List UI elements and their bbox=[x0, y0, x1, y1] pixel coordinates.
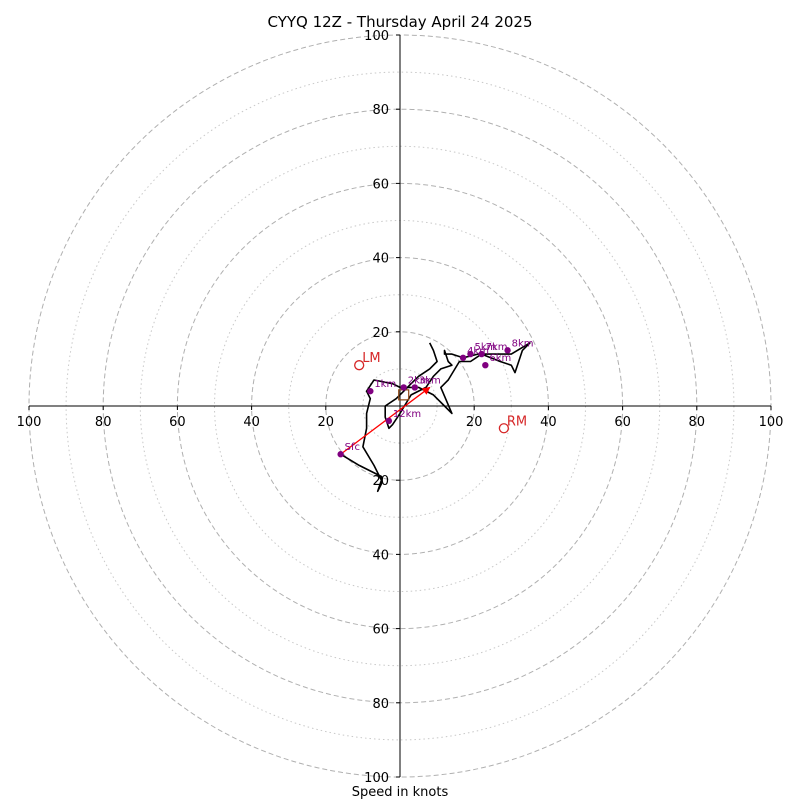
height-point-2km bbox=[400, 384, 407, 391]
height-point-7km bbox=[478, 350, 485, 358]
x-tick-label: 20 bbox=[466, 415, 483, 430]
y-tick-label: 80 bbox=[372, 697, 389, 712]
x-tick-label: 60 bbox=[169, 415, 186, 430]
chart-title: CYYQ 12Z - Thursday April 24 2025 bbox=[267, 13, 532, 31]
x-tick-label: 80 bbox=[95, 415, 112, 430]
storm-motion-lm bbox=[354, 360, 365, 371]
x-tick-label: 40 bbox=[243, 415, 260, 430]
height-point-8km bbox=[504, 347, 511, 354]
x-tick-label: 40 bbox=[540, 415, 557, 430]
y-tick-label: 100 bbox=[364, 29, 389, 44]
height-point-6km bbox=[482, 361, 489, 369]
height-point-5km bbox=[467, 350, 474, 358]
y-tick-label: 60 bbox=[372, 177, 389, 192]
storm-motion-label-lm: LM bbox=[362, 351, 380, 366]
height-label-7km: 7km bbox=[486, 342, 508, 353]
height-point-3km bbox=[411, 384, 419, 391]
y-tick-label: 40 bbox=[372, 548, 389, 563]
storm-motion-label-rm: RM bbox=[507, 414, 527, 429]
height-point-12km bbox=[385, 417, 393, 425]
hodograph-trace bbox=[340, 342, 531, 493]
y-tick-label: 100 bbox=[364, 771, 389, 786]
height-label-12km: 12km bbox=[393, 409, 421, 420]
x-tick-label: 80 bbox=[689, 415, 706, 430]
shear-vector-arrow bbox=[340, 386, 431, 455]
height-point-4km bbox=[459, 354, 467, 361]
height-point-sfc bbox=[337, 451, 344, 458]
height-point-1km bbox=[367, 387, 374, 395]
y-tick-label: 60 bbox=[372, 623, 389, 638]
height-label-1km: 1km bbox=[374, 379, 396, 390]
x-tick-label: 60 bbox=[614, 415, 631, 430]
height-label-4km: 4km bbox=[467, 346, 489, 357]
x-axis-label: Speed in knots bbox=[352, 785, 449, 800]
x-tick-label: 20 bbox=[318, 415, 335, 430]
height-label-6km: 6km bbox=[489, 353, 511, 364]
height-label-3km: 3km bbox=[419, 375, 441, 386]
height-label-8km: 8km bbox=[512, 338, 534, 349]
axes: 2020202040404040606060608080808010010010… bbox=[17, 29, 784, 786]
height-label-sfc: Sfc bbox=[345, 442, 360, 453]
y-tick-label: 20 bbox=[372, 326, 389, 341]
x-tick-label: 100 bbox=[759, 415, 784, 430]
x-tick-label: 100 bbox=[17, 415, 42, 430]
height-label-2km: 2km bbox=[408, 375, 430, 386]
y-tick-label: 40 bbox=[372, 252, 389, 267]
storm-motion-rm bbox=[498, 423, 510, 434]
y-tick-label: 80 bbox=[372, 103, 389, 118]
height-label-5km: 5km bbox=[474, 342, 496, 353]
